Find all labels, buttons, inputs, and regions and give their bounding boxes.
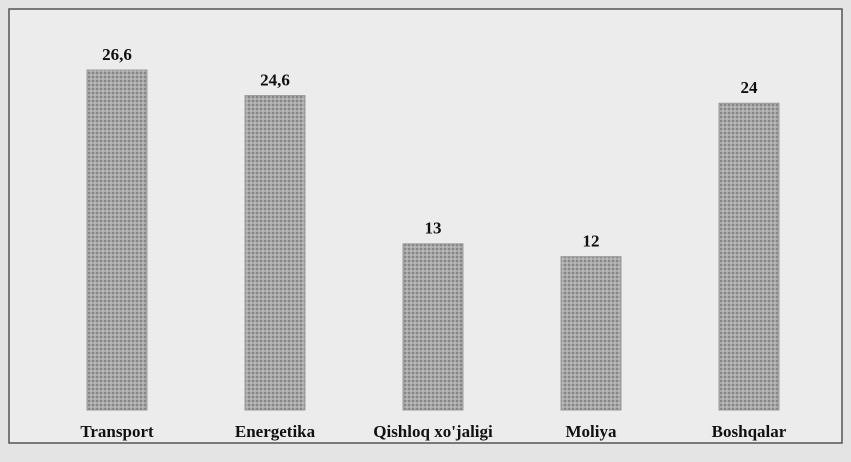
bar — [560, 256, 622, 411]
bar — [718, 102, 780, 411]
bar — [402, 243, 464, 411]
value-label: 12 — [583, 232, 600, 251]
bar — [86, 69, 148, 411]
x-tick-label: Transport — [80, 422, 154, 441]
bar — [244, 95, 306, 411]
x-tick-label: Moliya — [566, 422, 617, 441]
value-label: 13 — [425, 219, 442, 238]
x-tick-label: Boshqalar — [712, 422, 787, 441]
x-tick-label: Qishloq xo'jaligi — [373, 422, 493, 441]
value-label: 24,6 — [260, 70, 290, 89]
value-label: 26,6 — [102, 45, 132, 64]
x-tick-label: Energetika — [235, 422, 316, 441]
value-label: 24 — [741, 78, 759, 97]
